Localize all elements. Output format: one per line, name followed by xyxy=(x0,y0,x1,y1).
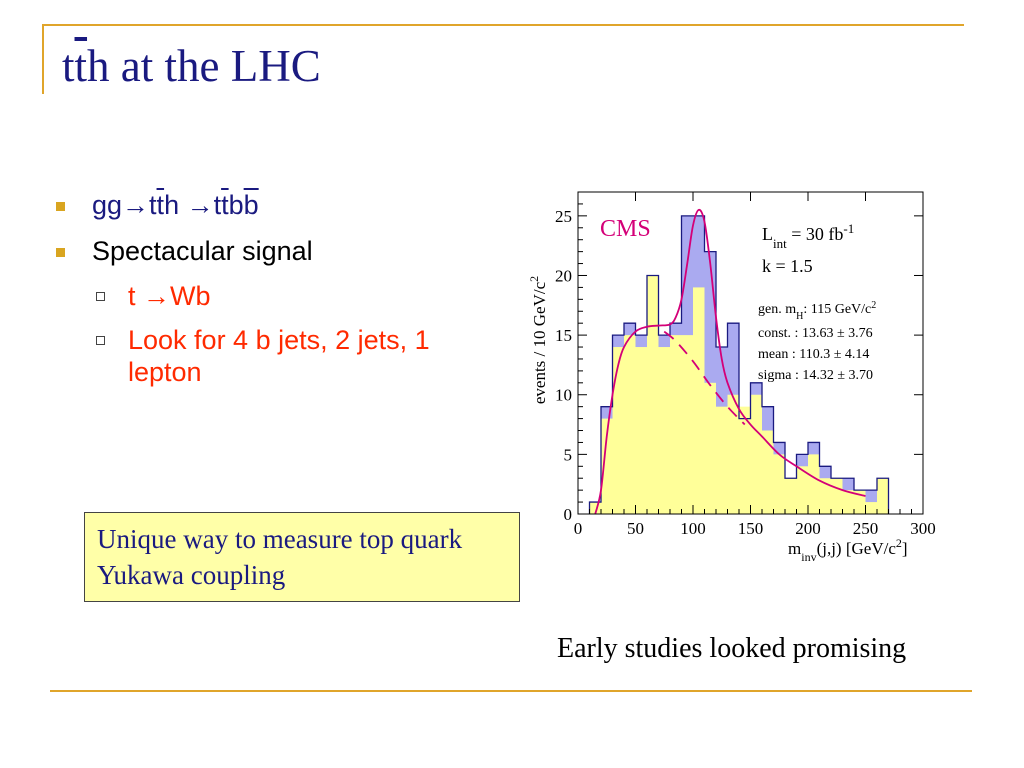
background-bar xyxy=(842,490,854,514)
x-tick-label: 0 xyxy=(574,519,583,538)
bullet1-text-c: b xyxy=(228,190,244,220)
background-bar xyxy=(808,454,820,514)
square-bullet-icon xyxy=(56,248,65,257)
y-tick-label: 20 xyxy=(555,266,572,285)
callout-box: Unique way to measure top quark Yukawa c… xyxy=(84,512,520,602)
hollow-square-bullet-icon xyxy=(96,336,105,345)
background-bar xyxy=(693,287,705,514)
background-bar xyxy=(647,275,659,514)
top-rule xyxy=(42,24,964,26)
sub-bullet-jets: Look for 4 b jets, 2 jets, 1 lepton xyxy=(96,324,468,388)
background-bar xyxy=(750,394,762,514)
y-tick-label: 5 xyxy=(564,445,573,464)
bullet1-text-b: h →t xyxy=(164,190,222,220)
background-bar xyxy=(773,454,785,514)
background-bar xyxy=(704,382,716,514)
bottom-rule xyxy=(50,690,972,692)
bullet1-tbar: t xyxy=(156,190,165,220)
background-bar xyxy=(796,466,808,514)
bullet1-bbar: b xyxy=(243,190,259,220)
bullet-item-signal: Spectacular signal xyxy=(56,234,468,268)
bullet-item-process: gg→tth →ttbb xyxy=(56,188,468,222)
y-tick-label: 25 xyxy=(555,207,572,226)
bullet-list: gg→tth →ttbb Spectacular signal t →Wb Lo… xyxy=(56,188,468,400)
background-bar xyxy=(739,406,751,514)
background-fit-dashed xyxy=(663,330,746,426)
background-bar xyxy=(877,478,889,514)
fit-sigma: sigma : 14.32 ± 3.70 xyxy=(758,368,873,383)
background-bar xyxy=(785,478,797,514)
fit-const: const. : 13.63 ± 3.76 xyxy=(758,326,873,341)
fit-mean: mean : 110.3 ± 4.14 xyxy=(758,347,869,362)
background-bar xyxy=(612,347,624,514)
histogram-outline xyxy=(588,215,890,514)
sub1-text: t →Wb xyxy=(128,281,211,311)
background-bars xyxy=(589,275,889,514)
background-bar xyxy=(819,478,831,514)
sub-bullet-decay: t →Wb xyxy=(96,280,468,312)
x-tick-label: 300 xyxy=(910,519,936,538)
background-bar xyxy=(716,406,728,514)
fit-curve xyxy=(594,208,866,515)
background-bar xyxy=(727,394,739,514)
title-rest: h at the LHC xyxy=(87,41,321,91)
background-bar xyxy=(601,418,613,514)
x-tick-label: 100 xyxy=(680,519,706,538)
y-axis-title: events / 10 GeV/c2 xyxy=(527,276,549,404)
experiment-label: CMS xyxy=(600,216,651,242)
callout-text: Unique way to measure top quark Yukawa c… xyxy=(97,524,463,590)
k-factor-label: k = 1.5 xyxy=(762,256,813,276)
background-bar xyxy=(762,430,774,514)
x-axis-title: minv(j,j) [GeV/c2] xyxy=(788,536,908,564)
sub2-text: Look for 4 b jets, 2 jets, 1 lepton xyxy=(128,325,430,387)
square-bullet-icon xyxy=(56,202,65,211)
y-tick-label: 15 xyxy=(555,326,572,345)
bullet1-text-a: gg→t xyxy=(92,190,157,220)
slide-title: tth at the LHC xyxy=(62,40,321,92)
x-tick-label: 150 xyxy=(738,519,764,538)
fit-gen-mass: gen. mH: 115 GeV/c2 xyxy=(758,300,876,322)
background-bar xyxy=(854,490,866,514)
background-bar xyxy=(624,335,636,514)
title-tbar: t xyxy=(74,41,88,91)
background-bar xyxy=(658,347,670,514)
x-axis-ticks: 0 50 100 150 200 250 300 xyxy=(574,192,936,538)
chart-caption: Early studies looked promising xyxy=(557,633,907,664)
title-t: t xyxy=(62,41,75,91)
x-tick-label: 250 xyxy=(853,519,879,538)
background-bar xyxy=(635,347,647,514)
background-bar xyxy=(865,502,877,514)
x-tick-label: 200 xyxy=(795,519,821,538)
histogram-chart: 0 50 100 150 200 250 300 0 5 10 15 20 25 CMS Lint =… xyxy=(527,191,936,564)
hollow-square-bullet-icon xyxy=(96,292,105,301)
x-tick-label: 50 xyxy=(627,519,644,538)
y-tick-label: 10 xyxy=(555,386,572,405)
background-bar xyxy=(681,335,693,514)
bullet2-text: Spectacular signal xyxy=(92,236,313,266)
bullet1-tbar2: t xyxy=(221,190,229,220)
y-axis-ticks: 0 5 10 15 20 25 xyxy=(555,203,923,524)
background-bar xyxy=(670,335,682,514)
background-bar xyxy=(589,502,601,514)
lumi-label: Lint = 30 fb-1 xyxy=(762,221,854,251)
left-rule xyxy=(42,24,44,94)
y-tick-label: 0 xyxy=(564,505,573,524)
background-bar xyxy=(831,478,843,514)
